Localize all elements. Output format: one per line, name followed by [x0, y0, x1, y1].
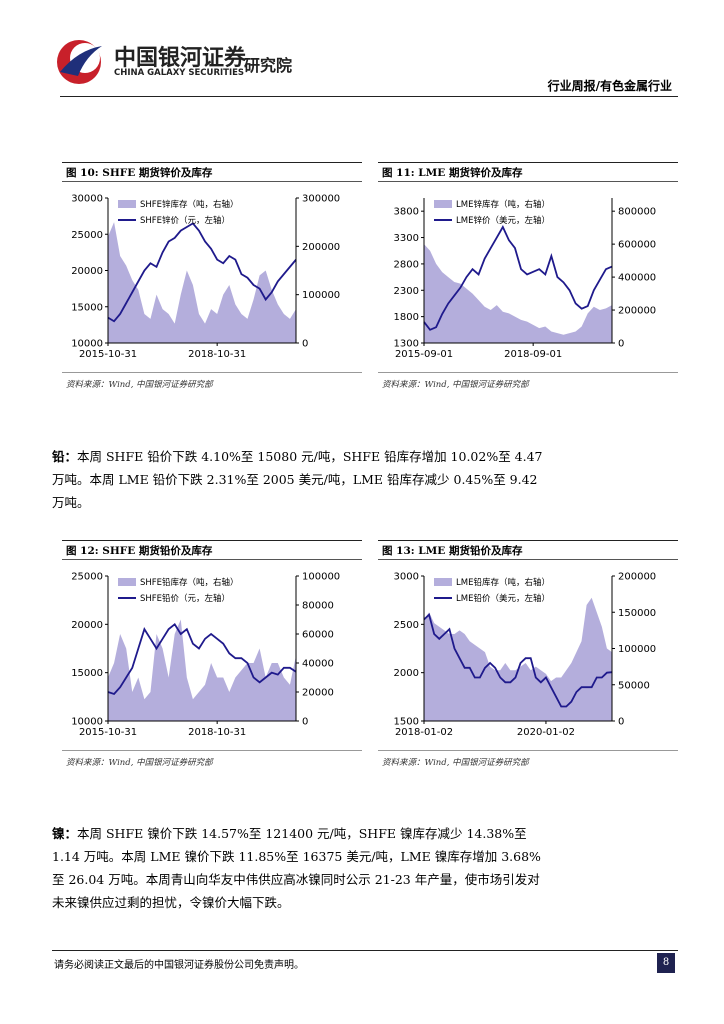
y2-tick-label: 40000: [302, 659, 334, 670]
y-tick-label: 15000: [71, 668, 103, 679]
y-tick-label: 10000: [71, 717, 103, 728]
y2-tick-label: 80000: [302, 601, 334, 612]
logo: [57, 40, 102, 84]
figure: 图 13: LME 期货铅价及库存 1500 2000 2500 3000 0 50000…: [378, 540, 678, 775]
page-number: 8: [657, 953, 675, 973]
y2-tick-label: 200000: [302, 242, 340, 253]
x-tick-label: 2018-09-01: [504, 349, 562, 360]
figure-source: 资料来源：Wind, 中国银河证券研究部: [382, 758, 529, 768]
y-tick-label: 20000: [71, 266, 103, 277]
legend-label: SHFE铅库存（吨，右轴）: [140, 577, 239, 588]
y-tick-label: 2000: [394, 668, 419, 679]
y2-tick-label: 100000: [302, 572, 340, 583]
chart: 1300 1800 2300 2800 3300 3800 0 200000 400000 600…: [378, 198, 678, 373]
y2-tick-label: 20000: [302, 688, 334, 699]
paragraph-text: 本周 SHFE 镍价下跌 14.57%至 121400 元/吨，SHFE 镍库存…: [52, 826, 541, 910]
area-series: [108, 222, 296, 343]
y2-tick-label: 100000: [302, 290, 340, 301]
legend-label: SHFE锌库存（吨，右轴）: [140, 199, 239, 210]
y2-tick-label: 150000: [618, 608, 656, 619]
chart: 1000015000200002500030000010000020000030…: [62, 194, 362, 373]
y-tick-label: 10000: [71, 339, 103, 350]
institute: 研究院: [244, 56, 293, 75]
paragraph-label: 镍：: [52, 826, 78, 841]
figure: 图 10: SHFE 期货锌价及库存 10000 15000 20000 25000 3…: [62, 162, 362, 397]
y2-tick-label: 0: [618, 339, 624, 350]
x-tick-label: 2018-10-31: [188, 727, 246, 738]
y2-tick-label: 200000: [618, 572, 656, 583]
legend-label: SHFE铅价（元，左轴）: [140, 593, 230, 604]
y-tick-label: 20000: [71, 620, 103, 631]
figure-caption: 图 12: SHFE 期货铅价及库存: [62, 540, 362, 560]
y2-tick-label: 60000: [302, 630, 334, 641]
x-tick-label: 2020-01-02: [517, 727, 575, 738]
legend-label: LME铅价（美元，左轴）: [456, 593, 550, 604]
x-tick-label: 2018-10-31: [188, 349, 246, 360]
y-tick-label: 30000: [71, 194, 103, 205]
legend-swatch: [434, 200, 452, 208]
y-tick-label: 25000: [71, 572, 103, 583]
x-tick-label: 2015-09-01: [395, 349, 453, 360]
paragraph: 镍：本周 SHFE 镍价下跌 14.57%至 121400 元/吨，SHFE 镍…: [52, 822, 552, 914]
figure-caption: 图 10: SHFE 期货锌价及库存: [62, 162, 362, 182]
report-type: 行业周报/有色金属行业: [547, 79, 672, 93]
y-tick-label: 3800: [394, 207, 419, 218]
y2-tick-label: 400000: [618, 273, 656, 284]
legend-label: LME锌价（美元，左轴）: [456, 215, 550, 226]
chart: 1500 2000 2500 3000 0 50000 100000 150000 200000…: [378, 572, 678, 751]
y-tick-label: 2800: [394, 259, 419, 270]
area-series: [108, 619, 296, 721]
figure-source: 资料来源：Wind, 中国银河证券研究部: [66, 758, 213, 768]
brand-cn: 中国银河证券: [114, 46, 247, 71]
legend-swatch: [434, 578, 452, 586]
x-tick-label: 2018-01-02: [395, 727, 453, 738]
legend-label: SHFE锌价（元，左轴）: [140, 215, 230, 226]
line-series: [423, 225, 613, 331]
y-tick-label: 2300: [394, 286, 419, 297]
x-tick-label: 2015-10-31: [79, 349, 137, 360]
y2-tick-label: 600000: [618, 240, 656, 251]
y-tick-label: 1800: [394, 312, 419, 323]
legend-label: LME锌库存（吨，右轴）: [456, 199, 550, 210]
y-tick-label: 3000: [394, 572, 419, 583]
y2-tick-label: 0: [302, 717, 308, 728]
area-series: [424, 597, 612, 721]
y-tick-label: 1300: [394, 339, 419, 350]
header-rule: [60, 96, 678, 97]
line-series: [423, 612, 613, 708]
area-series: [424, 244, 612, 343]
legend-swatch: [118, 578, 136, 586]
y2-tick-label: 100000: [618, 644, 656, 655]
y2-tick-label: 0: [302, 339, 308, 350]
y2-tick-label: 50000: [618, 680, 650, 691]
figure-caption: 图 13: LME 期货铅价及库存: [378, 540, 678, 560]
chart: 10000 15000 20000 25000 0 20000 40000 60000 8000…: [62, 572, 362, 751]
y2-tick-label: 0: [618, 717, 624, 728]
brand-en: CHINA GALAXY SECURITIES: [114, 68, 245, 78]
legend-swatch: [118, 200, 136, 208]
figure: 图 12: SHFE 期货铅价及库存 10000 15000 20000 25000 0…: [62, 540, 362, 775]
x-tick-label: 2015-10-31: [79, 727, 137, 738]
y-tick-label: 25000: [71, 230, 103, 241]
y-tick-label: 15000: [71, 302, 103, 313]
y-tick-label: 3300: [394, 233, 419, 244]
y-tick-label: 2500: [394, 620, 419, 631]
figure: 图 11: LME 期货锌价及库存 1300 1800 2300 2800 3300 38…: [378, 162, 678, 397]
paragraph-text: 本周 SHFE 铅价下跌 4.10%至 15080 元/吨，SHFE 铅库存增加…: [52, 449, 543, 510]
y2-tick-label: 800000: [618, 207, 656, 218]
figure-source: 资料来源：Wind, 中国银河证券研究部: [66, 380, 213, 390]
paragraph: 铅：本周 SHFE 铅价下跌 4.10%至 15080 元/吨，SHFE 铅库存…: [52, 445, 552, 514]
footer-rule: [52, 950, 678, 951]
paragraph-label: 铅：: [52, 449, 78, 464]
y2-tick-label: 200000: [618, 306, 656, 317]
y-tick-label: 1500: [394, 717, 419, 728]
disclaimer: 请务必阅读正文最后的中国银河证券股份公司免责声明。: [54, 960, 304, 971]
figure-source: 资料来源：Wind, 中国银河证券研究部: [382, 380, 529, 390]
y2-tick-label: 300000: [302, 194, 340, 205]
line-series: [107, 222, 297, 323]
legend-label: LME铅库存（吨，右轴）: [456, 577, 550, 588]
figure-caption: 图 11: LME 期货锌价及库存: [378, 162, 678, 182]
line-series: [107, 623, 297, 695]
